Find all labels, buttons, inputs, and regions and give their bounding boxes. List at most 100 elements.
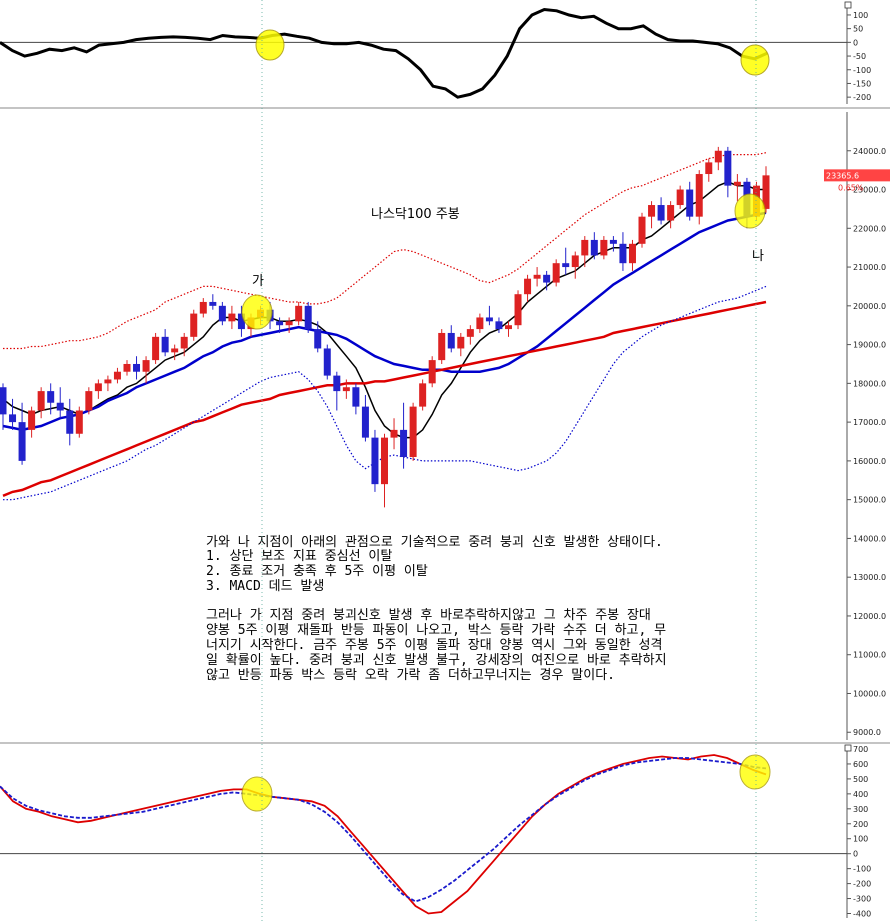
tick-label: 100 [853,11,868,20]
tick-label: 23000.0 [853,186,886,195]
candle-body [609,239,617,244]
candle [705,158,713,182]
candle-body [209,301,217,306]
candle [218,301,226,326]
panel-toggle-icon[interactable] [844,744,852,752]
last-change-label: 0.65% [838,183,864,192]
candle-body [237,313,245,330]
candle-body [199,301,207,314]
highlight-circle [734,193,766,229]
tick-label: 200 [853,820,868,829]
chart-annotation: 나 [752,249,764,264]
candle-body [381,437,388,485]
candle-body [533,274,541,279]
candle [171,344,179,361]
candle [209,294,217,310]
tick-label: 16000.0 [853,457,886,466]
candle [276,317,284,333]
candle-body [314,329,322,349]
candle [304,301,312,333]
panel-toggle-icon[interactable] [844,1,852,9]
note-line-4: 3. MACD 데드 발생 [206,579,324,594]
candle [628,239,636,271]
candle [285,317,293,333]
candle-body [648,205,656,217]
candle-body [295,305,303,322]
candle-body [695,174,703,217]
oscillator-line [0,7,768,99]
candle [524,274,532,302]
candle [476,313,484,333]
candle-body [409,406,417,458]
candle-body [562,263,570,268]
candle [657,197,665,225]
last-price-badge [824,169,890,182]
tick-label: -100 [853,865,871,874]
candle-body [466,329,474,337]
tick-label: 21000.0 [853,263,886,272]
candle [419,379,427,411]
candle [75,406,83,438]
tick-label: 0 [853,38,858,47]
candle [113,367,121,384]
candle-body [676,189,684,206]
candle-body [714,150,722,163]
tick-label: -150 [853,79,871,88]
candle [667,201,675,229]
candle [695,170,703,225]
candle-body [323,348,331,376]
candle [466,325,474,345]
tick-label: 19000.0 [853,341,886,350]
candle [85,387,93,415]
candle-body [514,294,522,326]
candle [228,305,236,330]
candle-body [133,363,141,372]
candle-body [485,317,493,322]
macd-line [0,757,767,903]
candle [638,212,646,248]
candle [552,259,560,287]
tick-label: 15000.0 [853,496,886,505]
candle-body [600,239,608,256]
candle-body [543,274,551,283]
candle [438,329,446,364]
tick-label: 50 [853,25,863,34]
candle [590,232,598,260]
tick-label: 9000.0 [853,728,881,737]
candle [543,270,551,291]
candle-body [352,387,360,407]
candle-body [571,255,579,268]
note-line-6: 양봉 5주 이평 재돌파 반등 파동이 나오고, 박스 등락 가락 수주 더 하… [206,623,666,638]
candle-body [9,414,17,423]
price-series-line [2,211,767,432]
candle-body [628,243,636,264]
candle [123,360,131,376]
tick-label: 700 [853,745,868,754]
candle [66,398,74,446]
highlight-circle [740,44,770,76]
candle [762,166,770,213]
candle-body [47,391,55,403]
candle-body [428,360,436,384]
candle-body [361,406,369,438]
candle-body [524,278,532,295]
candle-body [94,383,102,392]
candle [609,236,617,252]
candle [495,317,503,333]
candle [533,267,541,287]
candle-body [447,332,455,349]
candle [190,309,198,341]
candle-body [66,410,74,434]
candle-body [438,332,446,361]
candle-body [18,422,26,461]
candle [619,232,627,271]
candle-body [190,313,198,337]
tick-label: 600 [853,760,868,769]
top-oscillator-panel: 100 50 0 -50 -100 -150 -200 [0,4,871,104]
candle-body [724,150,732,186]
candle [428,356,436,388]
highlight-circle [241,776,273,812]
candle [28,406,36,438]
candle [409,402,417,461]
